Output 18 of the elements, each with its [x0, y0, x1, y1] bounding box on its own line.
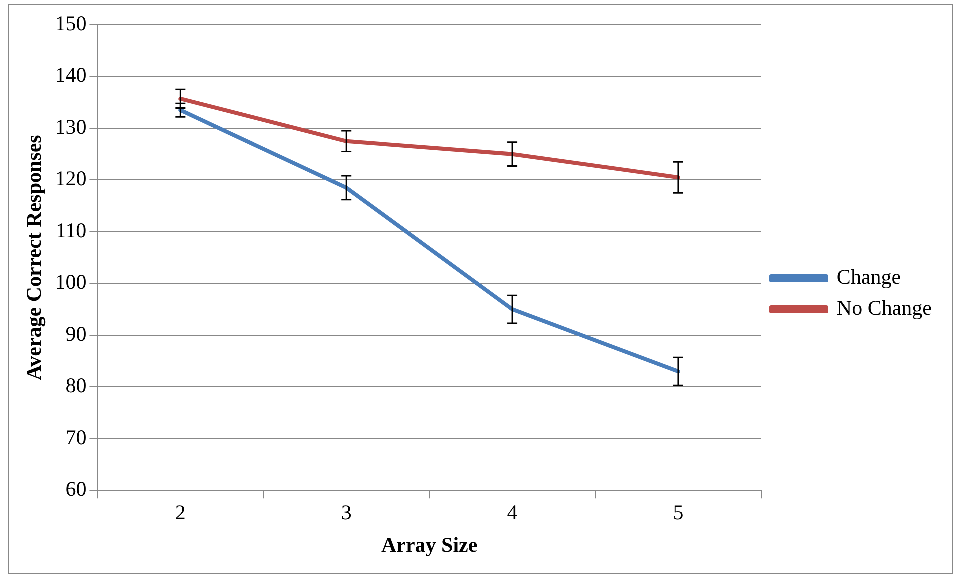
x-tick-label: 2 — [175, 500, 186, 525]
y-tick-label: 90 — [66, 322, 87, 346]
x-tick-label: 4 — [507, 500, 518, 525]
y-tick-label: 100 — [55, 270, 87, 294]
y-tick-label: 80 — [66, 374, 87, 398]
x-tick-label: 5 — [673, 500, 684, 525]
legend-label: Change — [836, 265, 902, 290]
y-tick-label: 110 — [56, 218, 87, 242]
y-tick-label: 70 — [66, 425, 87, 450]
legend-label: No Change — [836, 296, 932, 320]
y-tick-label: 120 — [55, 166, 87, 191]
y-tick-label: 130 — [55, 114, 87, 139]
x-tick-label: 3 — [341, 500, 352, 525]
y-tick-label: 150 — [55, 12, 87, 36]
y-tick-label: 60 — [66, 477, 87, 502]
y-tick-label: 140 — [55, 63, 87, 88]
y-axis-title: Average Correct Responses — [22, 135, 46, 380]
x-axis-title: Array Size — [381, 532, 478, 557]
